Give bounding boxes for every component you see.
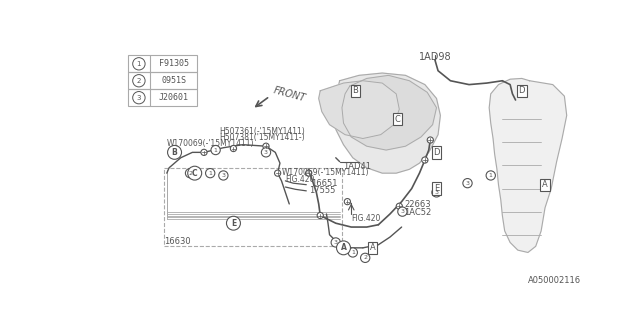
Circle shape	[360, 253, 370, 262]
Text: 3: 3	[333, 240, 338, 245]
Text: 2: 2	[364, 255, 367, 260]
Circle shape	[463, 179, 472, 188]
Circle shape	[486, 171, 495, 180]
Polygon shape	[342, 75, 436, 150]
Text: FRONT: FRONT	[272, 85, 307, 104]
Text: E: E	[231, 219, 236, 228]
Text: C: C	[192, 169, 198, 178]
Text: 2: 2	[137, 78, 141, 84]
Circle shape	[227, 216, 241, 230]
Text: A: A	[370, 243, 376, 252]
Text: 1AD41: 1AD41	[344, 162, 371, 171]
Text: 3: 3	[465, 181, 470, 186]
Polygon shape	[489, 78, 566, 252]
Text: B: B	[172, 148, 177, 157]
Text: A: A	[542, 180, 548, 189]
Circle shape	[188, 166, 202, 180]
Text: 1: 1	[489, 173, 493, 178]
Text: 16651: 16651	[311, 179, 337, 188]
Circle shape	[337, 241, 351, 255]
Circle shape	[230, 145, 237, 152]
Circle shape	[331, 238, 340, 247]
Circle shape	[344, 198, 351, 205]
Text: 3: 3	[221, 173, 225, 178]
Circle shape	[422, 157, 428, 163]
Circle shape	[211, 145, 220, 155]
Text: 1: 1	[351, 250, 355, 255]
Circle shape	[168, 145, 182, 159]
Text: 2: 2	[188, 171, 192, 176]
Text: E: E	[434, 184, 439, 193]
Circle shape	[132, 58, 145, 70]
Circle shape	[261, 148, 271, 157]
Text: 1: 1	[208, 171, 212, 176]
Circle shape	[219, 171, 228, 180]
Text: 0951S: 0951S	[161, 76, 186, 85]
Bar	[164, 168, 342, 246]
Text: 3: 3	[401, 209, 404, 214]
Circle shape	[205, 169, 215, 178]
Bar	[128, 72, 198, 89]
Circle shape	[201, 149, 207, 156]
Text: 22663: 22663	[404, 200, 431, 209]
Text: A: A	[340, 243, 346, 252]
Text: 1AC52: 1AC52	[404, 208, 431, 217]
Text: A050002116: A050002116	[528, 276, 581, 284]
Circle shape	[132, 92, 145, 104]
Circle shape	[317, 212, 323, 219]
Text: 16630: 16630	[164, 237, 190, 246]
Text: C: C	[395, 115, 401, 124]
Polygon shape	[334, 73, 440, 173]
Circle shape	[397, 207, 407, 216]
Text: 17555: 17555	[308, 186, 335, 195]
Circle shape	[263, 143, 269, 149]
Text: FIG.420: FIG.420	[351, 214, 381, 223]
Circle shape	[348, 248, 358, 257]
Circle shape	[428, 137, 433, 143]
Text: F91305: F91305	[159, 59, 189, 68]
Text: FIG.420: FIG.420	[285, 175, 315, 184]
Text: 3: 3	[264, 150, 268, 155]
Text: 3: 3	[137, 95, 141, 101]
Text: 3: 3	[435, 190, 438, 195]
Polygon shape	[319, 81, 399, 139]
Text: W170069(-'15MY1411): W170069(-'15MY1411)	[167, 139, 254, 148]
Text: B: B	[352, 86, 358, 95]
Text: W170069(-'15MY1411): W170069(-'15MY1411)	[282, 168, 369, 177]
Text: D: D	[518, 86, 525, 95]
Circle shape	[186, 169, 195, 178]
Text: 1: 1	[137, 61, 141, 67]
Text: 1: 1	[214, 148, 218, 153]
Text: J20601: J20601	[159, 93, 189, 102]
Bar	[128, 89, 198, 106]
Circle shape	[132, 75, 145, 87]
Bar	[128, 55, 198, 72]
Circle shape	[305, 170, 312, 176]
Text: H507361(-'15MY1411): H507361(-'15MY1411)	[220, 127, 305, 136]
Text: H507381('15MY1411-): H507381('15MY1411-)	[220, 133, 305, 142]
Circle shape	[396, 203, 403, 209]
Text: D: D	[433, 148, 440, 157]
Circle shape	[432, 188, 441, 197]
Text: 1AD98: 1AD98	[419, 52, 451, 62]
Circle shape	[275, 170, 281, 176]
